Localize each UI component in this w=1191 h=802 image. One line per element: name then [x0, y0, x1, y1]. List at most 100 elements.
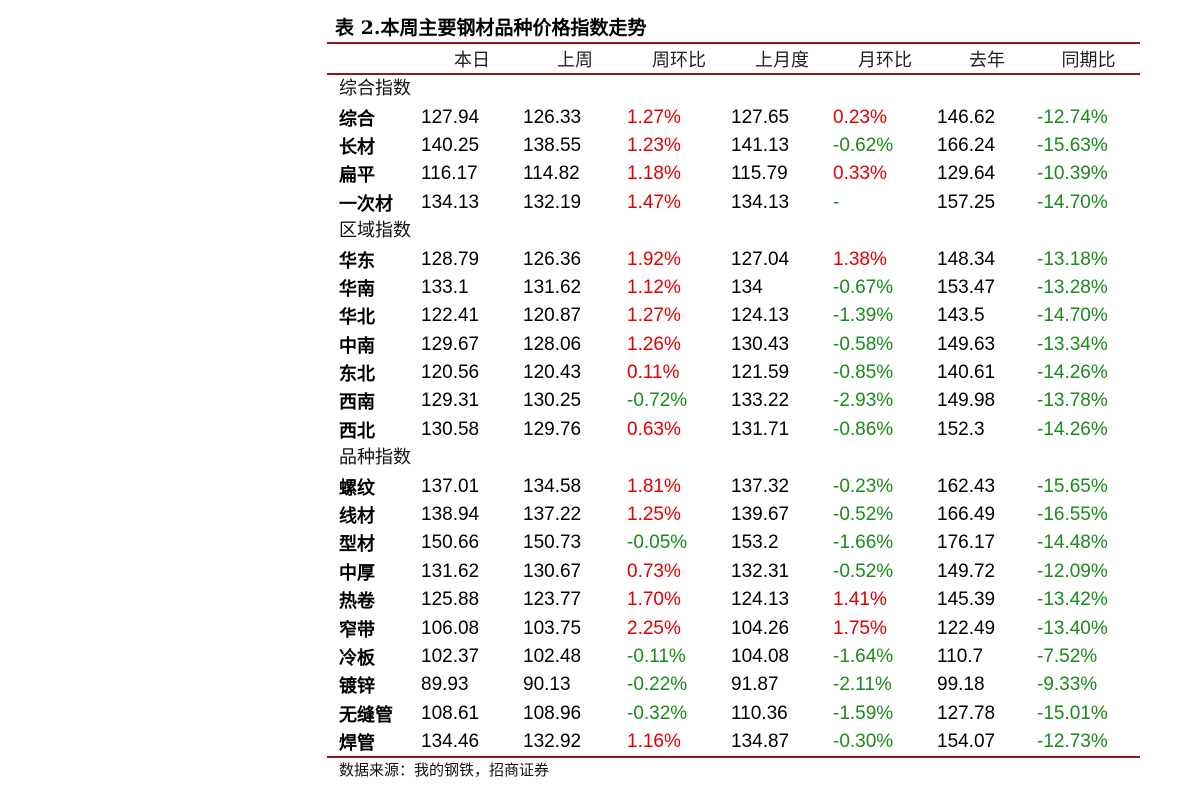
table-cell: 1.81% — [627, 475, 681, 497]
table-cell: 122.41 — [421, 305, 480, 327]
table-cell: 130.58 — [421, 418, 480, 440]
table-cell: -2.93% — [833, 390, 894, 412]
table-cell: 0.33% — [833, 163, 887, 185]
table-cell: -0.86% — [833, 418, 894, 440]
header-month-change: 月环比 — [858, 49, 912, 71]
price-index-table: 表 2.本周主要钢材品种价格指数走势 本日 上周 周环比 上月度 月环比 去年 … — [327, 14, 1140, 782]
table-cell: 129.76 — [523, 418, 582, 440]
table-cell: 133.22 — [731, 390, 790, 412]
header-today: 本日 — [454, 49, 490, 71]
table-cell: 131.71 — [731, 418, 790, 440]
table-cell: 0.63% — [627, 418, 681, 440]
table-cell: 90.13 — [523, 674, 571, 696]
row-name: 窄带 — [339, 619, 375, 641]
table-cell: 134 — [731, 276, 763, 298]
table-cell: -1.39% — [833, 305, 894, 327]
table-cell: 103.75 — [523, 617, 582, 639]
table-cell: -15.01% — [1037, 702, 1108, 724]
table-cell: 120.43 — [523, 362, 582, 384]
table-row: 镀锌 89.93 90.13 -0.22% 91.87 -2.11% 99.18 -9.33% — [327, 671, 1140, 699]
table-cell: -15.65% — [1037, 475, 1108, 497]
table-row: 型材 150.66 150.73 -0.05% 153.2 -1.66% 176.17 -14… — [327, 529, 1140, 557]
section-label: 区域指数 — [339, 219, 411, 241]
table-row: 东北 120.56 120.43 0.11% 121.59 -0.85% 140.61 -14… — [327, 359, 1140, 387]
table-cell: -10.39% — [1037, 163, 1108, 185]
row-name: 镀锌 — [339, 676, 375, 698]
table-cell: 1.16% — [627, 731, 681, 753]
table-cell: 120.56 — [421, 362, 480, 384]
table-cell: 128.06 — [523, 333, 582, 355]
table-cell: - — [833, 191, 840, 213]
table-cell: -14.48% — [1037, 532, 1108, 554]
table-cell: 1.70% — [627, 589, 681, 611]
row-name: 华南 — [339, 278, 375, 300]
table-cell: 1.75% — [833, 617, 887, 639]
table-row: 焊管 134.46 132.92 1.16% 134.87 -0.30% 154.07 -12… — [327, 728, 1140, 756]
table-cell: 134.46 — [421, 731, 480, 753]
table-cell: 114.82 — [523, 163, 580, 185]
table-cell: 1.38% — [833, 248, 887, 270]
table-row: 华东 128.79 126.36 1.92% 127.04 1.38% 148.34 -13.… — [327, 245, 1140, 273]
table-row: 中厚 131.62 130.67 0.73% 132.31 -0.52% 149.72 -12… — [327, 558, 1140, 586]
table-cell: -0.52% — [833, 560, 894, 582]
table-cell: 140.25 — [421, 134, 480, 156]
row-name: 焊管 — [339, 733, 375, 755]
table-cell: 131.62 — [523, 276, 582, 298]
row-name: 华北 — [339, 307, 375, 329]
table-row: 西北 130.58 129.76 0.63% 131.71 -0.86% 152.3 -14.… — [327, 416, 1140, 444]
table-cell: 132.19 — [523, 191, 582, 213]
table-cell: 152.3 — [937, 418, 985, 440]
table-row: 长材 140.25 138.55 1.23% 141.13 -0.62% 166.24 -15… — [327, 132, 1140, 160]
top-rule — [327, 42, 1140, 44]
row-name: 综合 — [339, 108, 375, 130]
table-cell: 134.13 — [421, 191, 480, 213]
table-row: 线材 138.94 137.22 1.25% 139.67 -0.52% 166.49 -16… — [327, 501, 1140, 529]
table-cell: 139.67 — [731, 504, 790, 526]
table-cell: 141.13 — [731, 134, 790, 156]
table-cell: 149.63 — [937, 333, 996, 355]
table-cell: -0.58% — [833, 333, 894, 355]
row-name: 中厚 — [339, 562, 375, 584]
table-cell: 131.62 — [421, 560, 480, 582]
table-cell: 125.88 — [421, 589, 480, 611]
table-cell: 108.61 — [421, 702, 480, 724]
table-cell: 120.87 — [523, 305, 582, 327]
table-cell: -14.26% — [1037, 418, 1108, 440]
table-cell: 110.7 — [937, 646, 984, 667]
table-cell: -0.11% — [627, 646, 686, 667]
table-cell: 124.13 — [731, 305, 790, 327]
table-cell: 91.87 — [731, 674, 779, 696]
header-last-month: 上月度 — [755, 49, 809, 71]
table-cell: 134.13 — [731, 191, 790, 213]
table-cell: -13.40% — [1037, 617, 1108, 639]
table-cell: -0.05% — [627, 532, 688, 554]
table-cell: 124.13 — [731, 589, 790, 611]
table-cell: 121.59 — [731, 362, 790, 384]
table-cell: -12.73% — [1037, 731, 1108, 753]
table-cell: 129.31 — [421, 390, 480, 412]
table-cell: -2.11% — [833, 674, 892, 696]
table-cell: 137.32 — [731, 475, 790, 497]
table-cell: 133.1 — [421, 276, 469, 298]
table-cell: 126.33 — [523, 106, 582, 128]
table-cell: -12.09% — [1037, 560, 1108, 582]
table-cell: -13.18% — [1037, 248, 1108, 270]
header-last-week: 上周 — [557, 49, 593, 71]
table-cell: 153.2 — [731, 532, 779, 554]
table-title: 表 2.本周主要钢材品种价格指数走势 — [335, 17, 647, 39]
row-name: 东北 — [339, 364, 375, 386]
table-cell: -14.26% — [1037, 362, 1108, 384]
table-cell: 1.47% — [627, 191, 681, 213]
table-cell: 102.37 — [421, 646, 480, 667]
section-label: 品种指数 — [339, 447, 411, 469]
table-cell: 137.01 — [421, 475, 480, 497]
table-cell: 143.5 — [937, 305, 985, 327]
table-cell: 146.62 — [937, 106, 996, 128]
table-cell: 150.73 — [523, 532, 582, 554]
table-cell: 1.23% — [627, 134, 681, 156]
table-cell: 128.79 — [421, 248, 480, 270]
table-cell: -0.85% — [833, 362, 894, 384]
table-cell: 138.55 — [523, 134, 582, 156]
table-cell: -0.23% — [833, 475, 894, 497]
table-cell: 140.61 — [937, 362, 996, 384]
